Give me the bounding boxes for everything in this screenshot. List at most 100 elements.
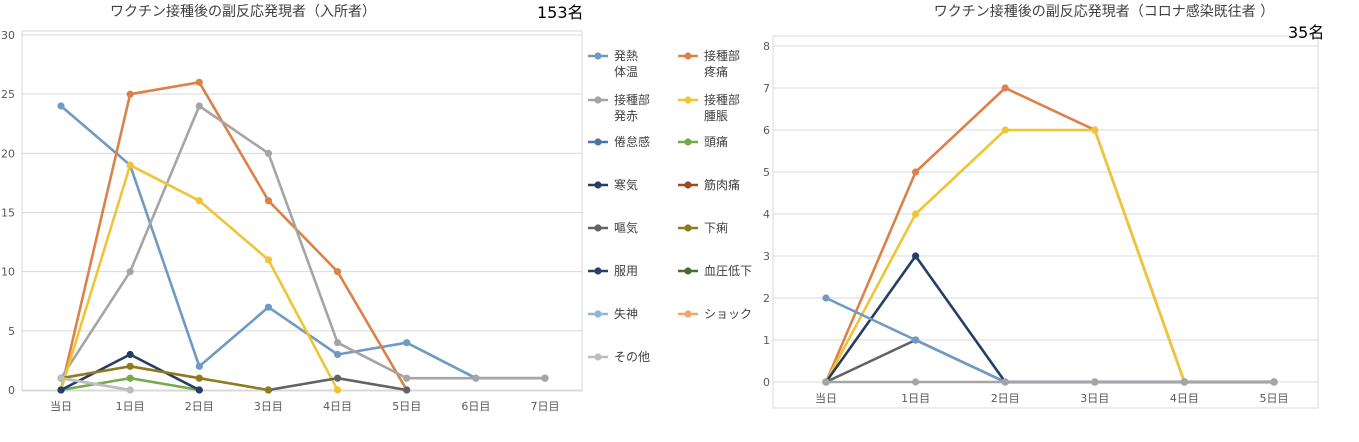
left-data-point: [195, 374, 203, 382]
left-data-point: [264, 303, 273, 311]
right-y-tick-label: 1: [763, 334, 770, 347]
left-series-line: [59, 353, 201, 392]
left-data-point: [333, 374, 342, 382]
left-y-tick-label: 25: [1, 88, 15, 101]
right-y-tick-label: 2: [763, 292, 770, 305]
left-plot-frame: [21, 30, 583, 392]
left-data-point: [126, 350, 134, 359]
right-chart-title-count: 35名: [1288, 23, 1324, 42]
left-data-point: [403, 386, 411, 394]
left-y-tick-label: 30: [1, 29, 15, 42]
right-data-point: [1180, 378, 1188, 386]
legend-marker-swatch: [594, 224, 602, 232]
left-data-point: [195, 197, 203, 205]
legend-label: 接種部: [704, 92, 740, 107]
left-chart-title-count: 153名: [537, 3, 584, 22]
legend-label: 嘔気: [614, 220, 638, 235]
left-data-point: [126, 386, 134, 394]
left-x-tick-label: 当日: [50, 399, 72, 413]
right-x-tick-label: 当日: [815, 391, 837, 405]
legend-label: 下痢: [704, 220, 728, 235]
legend-label: 失神: [614, 306, 638, 321]
left-y-tick-label: 5: [8, 325, 15, 338]
legend-marker-swatch: [684, 310, 692, 318]
left-data-point: [403, 339, 411, 347]
legend-label: 疼痛: [704, 64, 728, 79]
right-data-point: [1001, 126, 1009, 134]
left-series-line: [59, 104, 547, 380]
legend-marker-swatch: [684, 138, 692, 146]
left-data-point: [403, 374, 411, 382]
right-data-point: [1091, 378, 1099, 386]
legend-marker-swatch: [684, 96, 692, 104]
left-data-point: [126, 362, 134, 370]
legend-label: 血圧低下: [704, 264, 752, 278]
right-y-tick-label: 4: [763, 208, 770, 221]
legend-label: 接種部: [704, 48, 740, 63]
legend-label: 発赤: [614, 109, 638, 123]
left-y-tick-label: 15: [1, 207, 15, 220]
right-data-point: [912, 252, 920, 260]
right-data-point: [1001, 84, 1009, 92]
left-y-tick-label: 0: [8, 384, 15, 397]
left-series-line: [59, 365, 270, 392]
left-x-tick-label: 5日目: [392, 400, 421, 413]
legend-marker-swatch: [684, 224, 692, 232]
left-data-point: [333, 339, 342, 347]
right-data-point: [912, 168, 920, 176]
left-data-point: [195, 362, 203, 370]
right-x-tick-label: 4日目: [1170, 392, 1199, 405]
right-y-tick-label: 5: [763, 166, 770, 179]
right-y-tick-label: 0: [763, 376, 770, 389]
left-data-point: [126, 268, 134, 276]
legend-label: 腫脹: [704, 109, 728, 123]
legend-label: 発熱: [614, 49, 638, 63]
legend-label: その他: [614, 350, 650, 364]
left-x-tick-label: 4日目: [323, 400, 352, 413]
left-data-point: [333, 386, 342, 394]
right-data-point: [822, 378, 830, 386]
left-data-point: [195, 386, 203, 394]
left-data-point: [264, 149, 273, 157]
right-data-point: [912, 336, 920, 344]
right-x-tick-label: 1日目: [901, 392, 930, 405]
right-y-tick-label: 3: [763, 250, 770, 263]
legend-label: 頭痛: [704, 134, 728, 149]
left-data-point: [126, 161, 134, 169]
left-x-tick-label: 2日目: [185, 400, 214, 413]
left-data-point: [541, 374, 549, 382]
legend-marker-swatch: [594, 353, 602, 361]
right-series-line: [824, 86, 1276, 384]
left-y-tick-label: 10: [1, 266, 15, 279]
legend-marker-swatch: [594, 96, 602, 104]
left-x-tick-label: 7日目: [531, 400, 560, 413]
right-x-tick-label: 5日目: [1260, 392, 1289, 405]
left-data-point: [195, 78, 203, 86]
left-data-point: [195, 102, 203, 110]
right-series-line: [824, 338, 1276, 384]
left-y-tick-label: 20: [1, 147, 15, 160]
left-x-tick-label: 6日目: [461, 400, 490, 413]
right-data-point: [822, 294, 830, 302]
legend-label: 接種部: [614, 92, 650, 107]
left-data-point: [264, 386, 273, 394]
right-x-tick-label: 3日目: [1080, 392, 1109, 405]
right-y-tick-label: 7: [763, 82, 770, 95]
right-data-point: [1001, 378, 1009, 386]
right-y-tick-label: 6: [763, 124, 770, 137]
right-data-point: [912, 210, 920, 218]
left-series-line: [59, 104, 547, 380]
left-data-point: [333, 350, 342, 359]
legend-label: 寒気: [614, 177, 638, 192]
right-y-tick-label: 8: [763, 40, 770, 53]
legend-marker-swatch: [684, 52, 692, 60]
left-data-point: [264, 197, 273, 205]
left-data-point: [472, 374, 480, 382]
left-plot-area: 0 5 10 15 20 25 30 当日 1日目 2日目 3日目 4日目 5日目 6日目 7日目: [1, 29, 582, 413]
right-plot-frame: [772, 35, 1319, 409]
legend-marker-swatch: [594, 138, 602, 146]
right-x-tick-label: 2日目: [991, 392, 1020, 405]
right-data-point: [912, 378, 920, 386]
